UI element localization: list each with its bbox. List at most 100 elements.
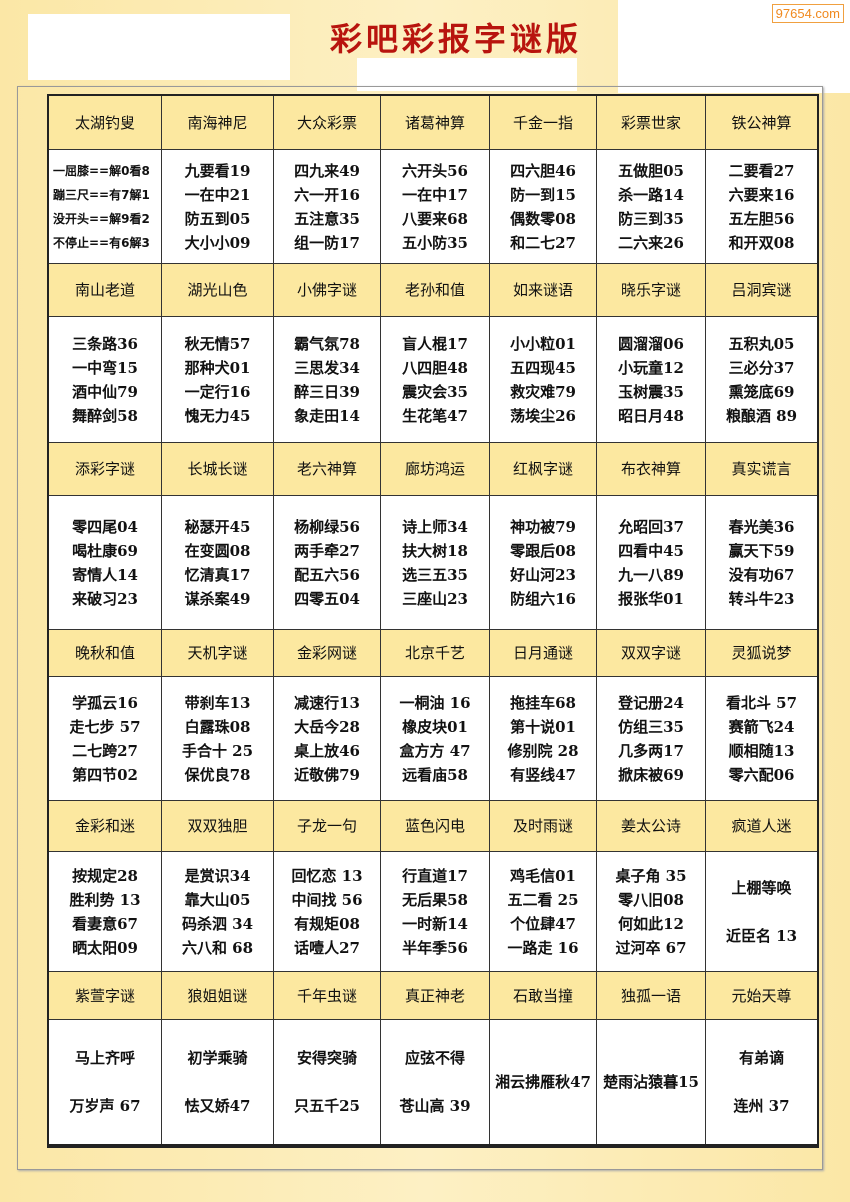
riddle-line: 秘瑟开45 [184,517,251,536]
riddle-line: 四九来49 [294,161,360,180]
riddle-line: 诗上师34 [402,517,468,536]
riddle-line: 允昭回37 [618,517,684,536]
header-row: 太湖钓叟 南海神尼 大众彩票 诸葛神算 千金一指 彩票世家 铁公神算 [47,94,819,150]
riddle-line: 杨柳绿56 [294,517,360,536]
column-header: 双双字谜 [596,629,706,677]
riddle-line: 愧无力45 [184,406,251,425]
riddle-line: 赢天下59 [728,541,795,560]
riddle-line: 中间找 56 [291,890,363,909]
riddle-line: 熏笼底69 [728,382,795,401]
riddle-line: 没开头==解9看2 [53,211,150,226]
riddle-line: 晒太阳09 [72,938,138,957]
riddle-line: 手合十 25 [181,741,254,760]
riddle-cell: 学孤云16 走七步 57 二七跨27 第四节02 [47,676,162,801]
riddle-line: 马上齐呼 [74,1049,135,1067]
riddle-line: 六开头56 [402,161,468,180]
column-header: 南海神尼 [161,94,274,150]
riddle-line: 寄情人14 [72,565,138,584]
riddle-line: 学孤云16 [72,693,138,712]
riddle-line: 扶大树18 [402,541,468,560]
riddle-line: 第四节02 [72,765,138,784]
column-header: 真正神老 [380,971,490,1020]
riddle-line: 上棚等唤 [731,878,792,897]
riddle-line: 零六配06 [728,765,795,784]
riddle-line: 大岳今28 [294,717,360,736]
riddle-line: 六八和 68 [181,938,254,957]
riddle-line: 看北斗 57 [725,693,798,712]
content-row: 马上齐呼 万岁声 67 初学乘骑 怯又娇47 安得突骑 只五千25 应弦不得 苍山高 39 湘云… [47,1019,819,1147]
riddle-cell: 登记册24 仿组三35 几多两17 掀床被69 [596,676,706,801]
riddle-line: 五做胆05 [618,161,684,180]
riddle-cell: 三条路36 一中弯15 酒中仙79 舞醉剑58 [47,316,162,443]
header-row: 金彩和迷 双双独胆 子龙一句 蓝色闪电 及时雨谜 姜太公诗 疯道人迷 [47,800,819,852]
page-frame [17,86,823,1170]
column-header: 双双独胆 [161,800,274,852]
riddle-line: 救灾难79 [510,382,576,401]
riddle-line: 那种犬01 [184,358,251,377]
riddle-line: 五注意35 [294,209,360,228]
riddle-line: 圆溜溜06 [618,334,684,353]
riddle-line: 好山河23 [510,565,576,584]
riddle-line: 昭日月48 [618,406,684,425]
riddle-cell: 四九来49 六一开16 五注意35 组一防17 [273,149,381,264]
riddle-line: 万岁声 67 [69,1097,141,1115]
column-header: 布衣神算 [596,442,706,496]
riddle-line: 拖挂车68 [510,693,576,712]
riddle-line: 是赏识34 [184,866,251,885]
riddle-line: 秋无情57 [184,334,251,353]
riddle-line: 一在中21 [184,185,251,204]
column-header: 元始天尊 [705,971,819,1020]
riddle-cell: 有弟谪 连州 37 [705,1019,819,1147]
riddle-line: 小玩童12 [618,358,684,377]
riddle-cell: 鸡毛信01 五二看 25 个位肆47 一路走 16 [489,851,597,972]
column-header: 老孙和值 [380,263,490,317]
column-header: 添彩字谜 [47,442,162,496]
riddle-line: 远看庙58 [402,765,468,784]
riddle-line: 八要来68 [402,209,468,228]
column-header: 吕洞宾谜 [705,263,819,317]
riddle-table: 太湖钓叟 南海神尼 大众彩票 诸葛神算 千金一指 彩票世家 铁公神算 一屈膝==解0看8 蹦三尺… [47,94,819,1148]
riddle-line: 盒方方 47 [399,741,471,760]
riddle-cell: 春光美36 赢天下59 没有功67 转斗牛23 [705,495,819,630]
riddle-line: 一时新14 [402,914,468,933]
riddle-cell: 诗上师34 扶大树18 选三五35 三座山23 [380,495,490,630]
riddle-cell: 允昭回37 四看中45 九一八89 报张华01 [596,495,706,630]
riddle-cell: 是赏识34 靠大山05 码杀泗 34 六八和 68 [161,851,274,972]
riddle-line: 近敬佛79 [294,765,360,784]
column-header: 晚秋和值 [47,629,162,677]
riddle-line: 春光美36 [728,517,795,536]
blank-box [357,58,577,91]
column-header: 铁公神算 [705,94,819,150]
header-row: 晚秋和值 天机字谜 金彩网谜 北京千艺 日月通谜 双双字谜 灵狐说梦 [47,629,819,677]
riddle-line: 六一开16 [294,185,360,204]
riddle-line: 半年季56 [402,938,468,957]
riddle-line: 酒中仙79 [72,382,138,401]
riddle-line: 不停止==有6解3 [53,235,150,250]
column-header: 长城长谜 [161,442,274,496]
riddle-cell: 看北斗 57 赛箭飞24 顺相随13 零六配06 [705,676,819,801]
riddle-line: 行直道17 [402,866,468,885]
riddle-line: 带刹车13 [184,693,251,712]
riddle-cell: 霸气氛78 三思发34 醉三日39 象走田14 [273,316,381,443]
riddle-line: 神功被79 [510,517,576,536]
riddle-line: 舞醉剑58 [72,406,138,425]
riddle-line: 杀一路14 [618,185,684,204]
riddle-line: 八四胆48 [402,358,468,377]
column-header: 疯道人迷 [705,800,819,852]
riddle-line: 两手牵27 [294,541,360,560]
riddle-cell: 楚雨沾猿暮15 [596,1019,706,1147]
riddle-line: 掀床被69 [618,765,684,784]
riddle-cell: 一屈膝==解0看8 蹦三尺==有7解1 没开头==解9看2 不停止==有6解3 [47,149,162,264]
riddle-line: 一路走 16 [507,938,579,957]
riddle-line: 粮酿酒 89 [725,406,798,425]
riddle-line: 第十说01 [510,717,576,736]
riddle-line: 三必分37 [728,358,795,377]
riddle-line: 三思发34 [294,358,360,377]
content-row: 学孤云16 走七步 57 二七跨27 第四节02 带刹车13 白露珠08 手合十 25 保优良… [47,676,819,801]
riddle-line: 一中弯15 [72,358,138,377]
riddle-cell: 湘云拂雁秋47 [489,1019,597,1147]
riddle-line: 谋杀案49 [184,589,251,608]
column-header: 日月通谜 [489,629,597,677]
riddle-line: 和二七27 [510,233,576,252]
riddle-line: 靠大山05 [184,890,251,909]
